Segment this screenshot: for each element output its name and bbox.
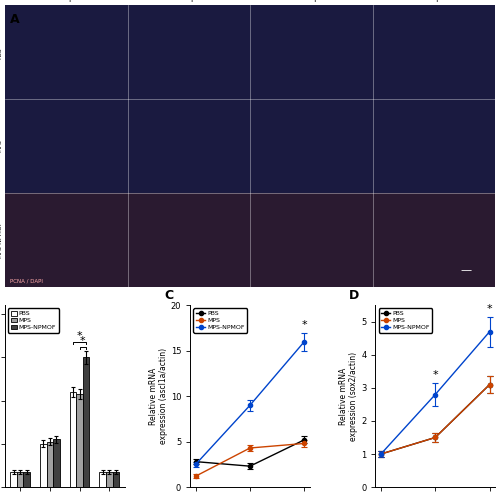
Bar: [128, 193, 250, 287]
Bar: [40, 444, 46, 487]
Text: MPS: MPS: [0, 139, 2, 152]
Text: *: *: [487, 304, 492, 313]
Legend: PBS, MPS, MPS-NPMOF: PBS, MPS, MPS-NPMOF: [8, 308, 59, 333]
Bar: [5, 5, 128, 99]
Bar: [83, 357, 89, 487]
Bar: [372, 99, 495, 193]
Bar: [5, 99, 128, 193]
Bar: [24, 472, 30, 487]
Bar: [53, 439, 60, 487]
Text: PCNA / DAPI: PCNA / DAPI: [10, 279, 43, 284]
Bar: [106, 472, 112, 487]
Text: C: C: [164, 289, 173, 302]
Bar: [46, 442, 53, 487]
Bar: [5, 193, 128, 287]
Bar: [70, 392, 76, 487]
Text: —: —: [460, 266, 472, 276]
Bar: [372, 5, 495, 99]
Bar: [250, 193, 372, 287]
Text: *: *: [302, 320, 307, 330]
Text: *: *: [432, 369, 438, 380]
Bar: [100, 472, 106, 487]
Bar: [250, 99, 372, 193]
Bar: [10, 472, 17, 487]
Legend: PBS, MPS, MPS-NPMOF: PBS, MPS, MPS-NPMOF: [378, 308, 432, 333]
Y-axis label: Relative mRNA
expression (sox2/actin): Relative mRNA expression (sox2/actin): [339, 352, 358, 441]
Bar: [76, 394, 83, 487]
Text: 1 dpl: 1 dpl: [56, 0, 76, 2]
Text: 3 dpl: 3 dpl: [302, 0, 321, 2]
Bar: [250, 5, 372, 99]
Text: D: D: [349, 289, 360, 302]
Bar: [112, 472, 119, 487]
Text: *: *: [77, 331, 82, 341]
Legend: PBS, MPS, MPS-NPMOF: PBS, MPS, MPS-NPMOF: [194, 308, 247, 333]
Text: 2 dpl: 2 dpl: [179, 0, 199, 2]
Text: 4 dpl: 4 dpl: [424, 0, 444, 2]
Text: A: A: [10, 13, 20, 27]
Y-axis label: Relative mRNA
expression (ascl1a/actin): Relative mRNA expression (ascl1a/actin): [148, 348, 168, 444]
Bar: [17, 472, 24, 487]
Bar: [128, 5, 250, 99]
Text: MPS-NPMOF: MPS-NPMOF: [0, 220, 2, 258]
Text: *: *: [80, 337, 86, 346]
Bar: [128, 99, 250, 193]
Bar: [372, 193, 495, 287]
Text: PBS: PBS: [0, 47, 2, 59]
